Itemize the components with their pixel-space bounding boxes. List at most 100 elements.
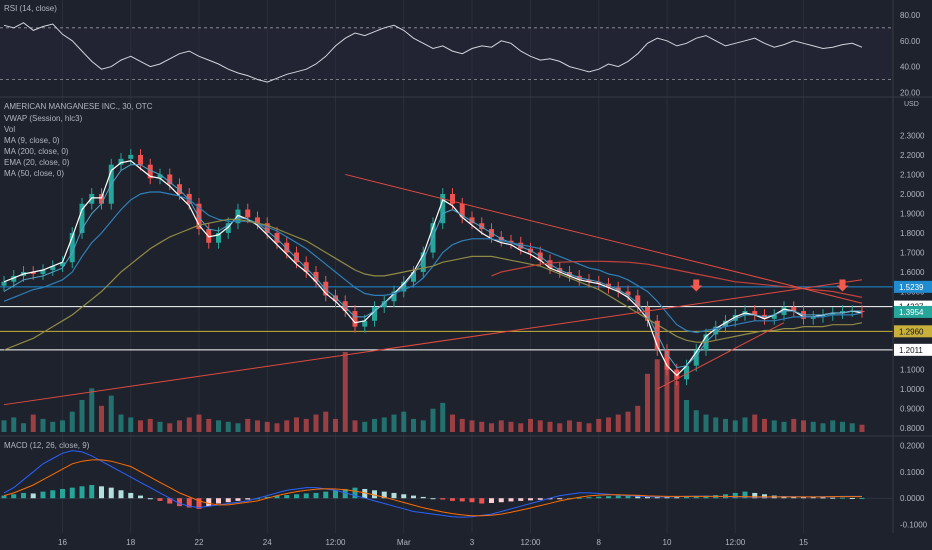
macd-histogram-bar <box>216 498 221 504</box>
macd-histogram-bar <box>362 488 368 499</box>
price-tick-label: 2.0000 <box>900 190 925 199</box>
volume-bar <box>840 421 845 432</box>
candle-body <box>372 307 377 321</box>
volume-bar <box>713 417 719 432</box>
macd-histogram-bar <box>840 497 845 499</box>
macd-histogram-bar <box>576 497 582 499</box>
volume-bar <box>391 414 397 432</box>
volume-bar <box>11 417 17 432</box>
candle-body <box>401 281 407 292</box>
time-tick-label: 15 <box>799 538 808 547</box>
macd-histogram-bar <box>664 496 670 499</box>
candle-body <box>723 320 728 327</box>
macd-histogram-bar <box>167 498 173 504</box>
price-label-bg <box>894 343 932 356</box>
volume-bar <box>108 395 114 432</box>
volume-bar <box>333 418 338 432</box>
volume-bar <box>69 411 75 432</box>
macd-histogram-bar <box>177 498 182 507</box>
volume-bar <box>128 417 134 432</box>
candle-body <box>30 272 36 274</box>
volume-bar <box>615 414 621 432</box>
symbol-legend[interactable]: AMERICAN MANGANESE INC., 30, OTC <box>4 102 153 111</box>
volume-bar <box>664 366 670 432</box>
macd-signal-line <box>3 459 862 517</box>
rsi-band-fill <box>0 27 893 80</box>
price-label-text: 1.2011 <box>899 346 923 355</box>
candle-body <box>732 314 738 321</box>
volume-bar <box>723 418 728 432</box>
time-axis[interactable]: 16 18 22 24 12:00 Mar 3 12:00 8 10 12:00 15 <box>58 538 808 547</box>
vol-legend[interactable]: Vol <box>4 125 16 134</box>
candle-body <box>859 311 865 313</box>
time-tick-label: 10 <box>663 538 672 547</box>
price-label-text: 1.3954 <box>899 308 924 317</box>
ma200-legend[interactable]: MA (200, close, 0) <box>4 147 69 156</box>
ma9-legend[interactable]: MA (9, close, 0) <box>4 136 60 145</box>
volume-bar <box>323 411 329 432</box>
volume-bar <box>703 414 709 432</box>
trend-line <box>657 322 785 390</box>
price-axes[interactable]: 80.00 60.00 40.00 20.00 2.3000 2.2000 2.1000 2.… <box>894 11 932 530</box>
macd-histogram-bar <box>147 498 153 500</box>
macd-histogram-bar <box>264 496 270 499</box>
macd-histogram-bar <box>411 495 416 499</box>
price-label-badge: 1.3954 <box>894 305 932 318</box>
candle-body <box>186 193 192 204</box>
ma50-legend[interactable]: MA (50, close, 0) <box>4 169 65 178</box>
candle-body <box>713 326 719 335</box>
rsi-legend[interactable]: RSI (14, close) <box>4 4 57 13</box>
rsi-pane[interactable] <box>0 22 893 83</box>
ma9-line <box>3 164 862 369</box>
trend-line <box>3 279 863 406</box>
price-pane[interactable] <box>0 149 893 432</box>
macd-histogram-bar <box>245 498 251 500</box>
macd-histogram-bar <box>225 498 231 503</box>
macd-tick-label: 0.0000 <box>900 494 925 503</box>
candle-body <box>693 350 699 366</box>
candle-body <box>206 229 212 243</box>
volume-bar <box>801 420 806 432</box>
rsi-tick-label: 80.00 <box>900 11 921 20</box>
volume-bar <box>859 424 865 432</box>
candle-body <box>294 252 299 263</box>
macd-histogram-bar <box>108 487 114 499</box>
macd-tick-label: -0.1000 <box>900 521 928 530</box>
candle-body <box>147 164 153 179</box>
candle-body <box>99 193 104 204</box>
macd-histogram-bar <box>391 492 397 499</box>
candle-body <box>362 320 368 327</box>
candle-body <box>830 312 836 315</box>
macd-histogram-bar <box>849 497 855 499</box>
time-tick-label: 22 <box>195 538 204 547</box>
price-label-bg <box>894 280 932 293</box>
macd-legend[interactable]: MACD (12, 26, close, 9) <box>4 441 90 450</box>
volume-bar <box>849 423 855 432</box>
macd-histogram-bar <box>703 495 709 499</box>
candle-body <box>674 369 680 380</box>
ema20-legend[interactable]: EMA (20, close, 0) <box>4 158 70 167</box>
macd-histogram-bar <box>372 490 377 499</box>
macd-histogram-bar <box>50 490 56 499</box>
vwap-legend[interactable]: VWAP (Session, hlc3) <box>4 114 83 123</box>
grid-lines <box>62 0 804 533</box>
volume-bar <box>303 418 309 432</box>
macd-histogram-bar <box>352 487 358 499</box>
volume-bar <box>654 359 660 432</box>
macd-histogram-bar <box>508 498 514 502</box>
macd-pane[interactable] <box>0 450 893 518</box>
volume-bar <box>537 420 543 432</box>
candle-body <box>235 209 241 224</box>
volume-bar <box>79 400 85 432</box>
price-label-badge: 1.2960 <box>894 325 932 338</box>
volume-bar <box>479 421 485 432</box>
volume-bar <box>381 417 387 432</box>
price-tick-label: 0.9000 <box>900 405 925 414</box>
candle-body <box>391 291 397 302</box>
volume-bar <box>635 405 641 432</box>
macd-histogram-bar <box>479 498 485 504</box>
time-tick-label: 16 <box>58 538 67 547</box>
time-tick-label: 12:00 <box>325 538 346 547</box>
candle-body <box>69 232 75 263</box>
